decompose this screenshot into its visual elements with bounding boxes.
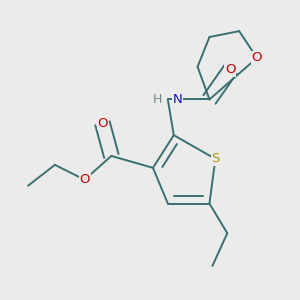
Text: N: N [172, 93, 182, 106]
Text: O: O [80, 173, 90, 186]
Text: H: H [153, 93, 162, 106]
Text: S: S [211, 152, 220, 165]
Text: O: O [225, 63, 236, 76]
Text: O: O [97, 117, 108, 130]
Text: O: O [252, 51, 262, 64]
